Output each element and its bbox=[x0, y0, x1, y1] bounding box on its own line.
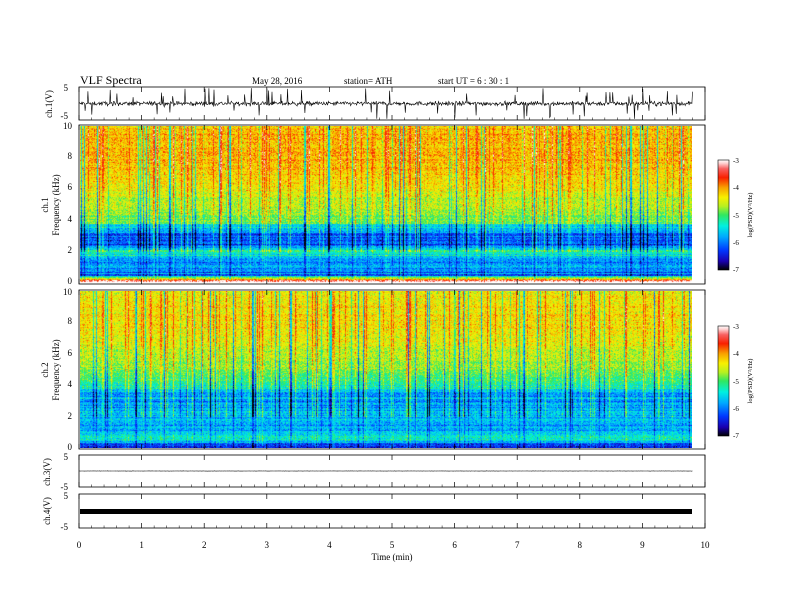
ch1-colorbar-tick-m3: -3 bbox=[733, 157, 739, 165]
time-tick-label: 5 bbox=[390, 540, 395, 550]
time-tick-label: 3 bbox=[265, 540, 270, 550]
ch1-ytick-0: 0 bbox=[68, 276, 73, 286]
time-axis-label: Time (min) bbox=[372, 552, 413, 562]
ch1-ytick-8: 8 bbox=[68, 151, 73, 161]
start-time-label: start UT = 6 : 30 : 1 bbox=[438, 76, 509, 86]
ch2-ytick-0: 0 bbox=[68, 442, 73, 452]
ch2-ytick-10: 10 bbox=[63, 287, 73, 297]
ch1-ytick-4: 4 bbox=[68, 214, 73, 224]
figure-title: VLF Spectra bbox=[80, 73, 142, 87]
ch1-spectrogram-panel: 0 2 4 6 8 10 ch.1 Frequency (kHz) bbox=[40, 121, 706, 286]
time-tick-label: 2 bbox=[202, 540, 207, 550]
ch2-spectrogram-ylabel-frequency: Frequency (kHz) bbox=[51, 339, 61, 400]
ch1-ytick-10: 10 bbox=[63, 121, 73, 131]
time-tick-label: 6 bbox=[452, 540, 457, 550]
ch1-colorbar-tick-m4: -4 bbox=[733, 184, 739, 192]
ch1-ytick-2: 2 bbox=[68, 245, 73, 255]
ch2-colorbar-scale bbox=[717, 325, 730, 437]
ch2-spectrogram-panel: 0 2 4 6 8 10 ch.2 Frequency (kHz) bbox=[40, 287, 706, 452]
ch2-colorbar-label: log(PSD)(V²/Hz) bbox=[747, 359, 754, 404]
ch1-colorbar-tick-m7: -7 bbox=[733, 266, 739, 274]
ch1-colorbar-label: log(PSD)(V²/Hz) bbox=[747, 193, 754, 238]
ch2-spectrogram-image bbox=[80, 291, 692, 448]
ch2-colorbar-tick-m7: -7 bbox=[733, 432, 739, 440]
time-tick-label: 7 bbox=[515, 540, 520, 550]
time-tick-label: 10 bbox=[701, 540, 711, 550]
date-label: May 28, 2016 bbox=[252, 76, 303, 86]
time-tick-label: 0 bbox=[77, 540, 82, 550]
ch1-colorbar-tick-m6: -6 bbox=[733, 239, 739, 247]
station-label: station= ATH bbox=[344, 76, 393, 86]
ch1-ytick-bottom: -5 bbox=[61, 111, 69, 121]
time-axis: 0 1 2 3 4 5 6 7 8 9 10 bbox=[77, 87, 710, 550]
ch4-ytick-top: 5 bbox=[64, 491, 69, 501]
ch1-ytick-6: 6 bbox=[68, 182, 73, 192]
ch1-colorbar-scale bbox=[717, 159, 730, 271]
ch2-colorbar-tick-m4: -4 bbox=[733, 350, 739, 358]
ch1-waveform-line bbox=[78, 88, 693, 119]
ch2-ytick-2: 2 bbox=[68, 411, 73, 421]
ch2-ytick-4: 4 bbox=[68, 379, 73, 389]
time-tick-label: 1 bbox=[139, 540, 144, 550]
ch4-ytick-bottom: -5 bbox=[61, 522, 69, 532]
ch2-colorbar-tick-m3: -3 bbox=[733, 323, 739, 331]
ch1-waveform-ylabel: ch.1(V) bbox=[44, 90, 54, 118]
ch2-spectrogram-ylabel-channel: ch.2 bbox=[40, 362, 50, 377]
ch1-spectrogram-ylabel-channel: ch.1 bbox=[40, 197, 50, 212]
time-tick-label: 4 bbox=[327, 540, 332, 550]
time-tick-label: 8 bbox=[578, 540, 583, 550]
ch2-ytick-8: 8 bbox=[68, 316, 73, 326]
time-tick-label: 9 bbox=[640, 540, 645, 550]
ch2-ytick-6: 6 bbox=[68, 348, 73, 358]
ch4-waveform-ylabel: ch.4(V) bbox=[42, 497, 52, 525]
ch3-ytick-bottom: -5 bbox=[61, 482, 69, 492]
ch2-colorbar-tick-m5: -5 bbox=[733, 378, 739, 386]
ch1-colorbar: -3 -4 -5 -6 -7 log(PSD)(V²/Hz) bbox=[717, 157, 754, 274]
ch1-spectrogram-image bbox=[80, 126, 692, 283]
ch4-waveform-line bbox=[80, 509, 692, 514]
ch2-colorbar-tick-m6: -6 bbox=[733, 405, 739, 413]
ch2-colorbar: -3 -4 -5 -6 -7 log(PSD)(V²/Hz) bbox=[717, 323, 754, 440]
ch3-ytick-top: 5 bbox=[64, 452, 69, 462]
ch1-ytick-top: 5 bbox=[64, 83, 69, 93]
ch1-colorbar-tick-m5: -5 bbox=[733, 212, 739, 220]
ch3-waveform-ylabel: ch.3(V) bbox=[42, 458, 52, 486]
ch1-spectrogram-ylabel-frequency: Frequency (kHz) bbox=[51, 174, 61, 235]
